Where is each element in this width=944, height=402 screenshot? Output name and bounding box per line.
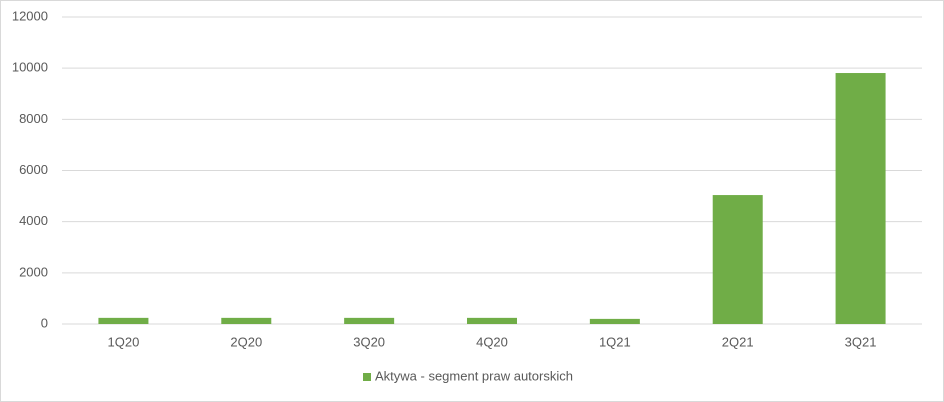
y-tick-label: 6000 <box>19 162 48 177</box>
y-tick-label: 0 <box>41 315 48 330</box>
x-tick-label: 2Q21 <box>722 334 754 349</box>
x-tick-label: 1Q20 <box>108 334 140 349</box>
y-tick-label: 8000 <box>19 111 48 126</box>
y-tick-label: 10000 <box>12 60 48 75</box>
bar <box>589 318 640 324</box>
y-tick-label: 2000 <box>19 264 48 279</box>
bar <box>98 317 149 324</box>
legend-label: Aktywa - segment praw autorskich <box>375 368 573 383</box>
bar <box>835 73 886 324</box>
x-tick-label: 4Q20 <box>476 334 508 349</box>
x-tick-label: 1Q21 <box>599 334 631 349</box>
x-tick-label: 3Q20 <box>353 334 385 349</box>
y-tick-label: 12000 <box>12 8 48 23</box>
bar <box>221 317 272 324</box>
y-tick-label: 4000 <box>19 213 48 228</box>
bar <box>344 317 395 324</box>
x-tick-label: 3Q21 <box>845 334 877 349</box>
legend-swatch <box>363 373 371 381</box>
x-tick-label: 2Q20 <box>230 334 262 349</box>
bar <box>712 195 763 324</box>
bar <box>467 317 517 324</box>
